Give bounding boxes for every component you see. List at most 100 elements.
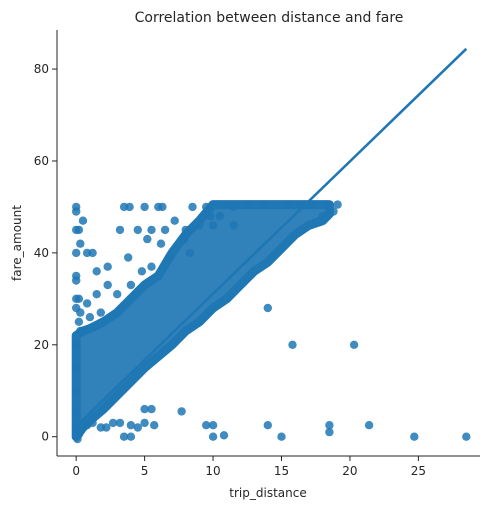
data-point — [88, 418, 97, 428]
data-point — [140, 418, 149, 428]
data-point — [74, 317, 84, 326]
data-point — [410, 432, 419, 441]
data-point — [160, 225, 170, 235]
data-point — [103, 280, 112, 290]
plot-area — [71, 47, 471, 444]
data-point — [72, 276, 81, 285]
data-point — [143, 234, 152, 244]
data-point — [188, 202, 197, 212]
data-point — [124, 253, 133, 262]
data-point — [215, 211, 225, 221]
data-point — [76, 326, 85, 336]
data-point — [308, 200, 318, 209]
data-point — [170, 216, 179, 225]
data-point — [137, 267, 147, 276]
data-point — [92, 267, 101, 276]
data-point — [263, 303, 272, 313]
data-point — [72, 340, 81, 349]
data-point — [202, 421, 211, 430]
data-point — [329, 207, 338, 216]
data-point — [103, 262, 112, 271]
y-tick-label: 80 — [34, 62, 49, 76]
data-point — [102, 423, 111, 432]
x-tick-label: 5 — [141, 464, 149, 478]
data-point — [333, 200, 342, 209]
data-point — [165, 253, 174, 262]
data-point — [208, 221, 218, 230]
data-point — [181, 225, 190, 235]
data-point — [72, 386, 81, 395]
data-point — [229, 202, 238, 212]
data-point — [288, 340, 297, 349]
data-point — [133, 423, 142, 432]
data-point — [126, 280, 136, 290]
data-point — [126, 421, 136, 430]
data-point — [115, 418, 125, 428]
data-point — [208, 432, 218, 441]
y-tick-label: 60 — [34, 154, 49, 168]
data-point — [185, 248, 194, 258]
data-point — [177, 407, 186, 416]
data-point — [156, 239, 166, 248]
x-axis-label: trip_distance — [229, 486, 306, 500]
data-point — [119, 432, 129, 441]
data-point — [325, 427, 334, 437]
data-point — [158, 202, 167, 212]
data-point — [147, 225, 156, 235]
data-point — [88, 248, 97, 258]
data-point — [133, 225, 142, 235]
y-tick-label: 20 — [34, 338, 49, 352]
axis-ticks: 0 5 10 15 20 25 0 20 40 60 80 — [34, 62, 426, 478]
data-point — [180, 234, 189, 244]
chart-title: Correlation between distance and fare — [135, 10, 404, 26]
data-point — [125, 202, 134, 212]
y-axis-label: fare_amount — [10, 205, 24, 281]
data-point — [76, 239, 85, 248]
data-point — [147, 404, 156, 414]
data-point — [82, 299, 92, 308]
data-point — [108, 418, 118, 428]
data-point — [140, 404, 149, 414]
data-point — [202, 202, 211, 212]
x-tick-label: 15 — [274, 464, 289, 478]
data-point — [277, 432, 286, 441]
data-point — [208, 421, 218, 430]
data-point — [96, 308, 106, 317]
data-point — [318, 211, 327, 221]
data-point — [462, 432, 471, 441]
data-point — [229, 221, 238, 230]
data-point — [74, 225, 84, 235]
data-point — [364, 421, 374, 430]
dense-point-cloud — [71, 200, 334, 442]
data-point — [78, 216, 88, 225]
y-tick-label: 40 — [34, 246, 49, 260]
data-point — [72, 409, 81, 418]
x-tick-label: 10 — [205, 464, 220, 478]
data-point — [74, 294, 84, 303]
data-point — [85, 313, 95, 322]
y-tick-label: 0 — [41, 430, 49, 444]
data-point — [195, 221, 204, 230]
data-point — [243, 200, 252, 209]
data-point — [349, 340, 359, 349]
data-point — [325, 421, 334, 430]
data-point — [263, 421, 272, 430]
regression-line — [75, 47, 468, 428]
x-tick-label: 0 — [72, 464, 80, 478]
x-tick-label: 25 — [411, 464, 426, 478]
data-point — [140, 202, 149, 212]
data-point — [92, 290, 101, 299]
data-point — [72, 248, 81, 258]
data-point — [115, 225, 125, 235]
x-tick-label: 20 — [342, 464, 357, 478]
data-point — [126, 432, 136, 441]
data-point — [150, 421, 159, 430]
data-point — [76, 308, 85, 317]
data-point — [74, 430, 84, 439]
data-point — [147, 262, 156, 271]
data-point — [322, 200, 331, 209]
data-point — [72, 363, 81, 372]
data-point — [284, 200, 293, 209]
data-point — [260, 200, 270, 209]
